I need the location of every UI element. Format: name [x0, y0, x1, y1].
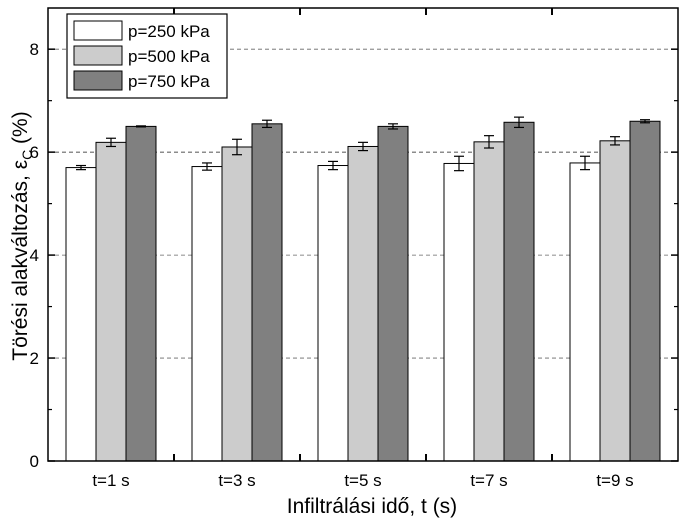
- bar-p250: [443, 162, 475, 462]
- y-tick-label: 2: [30, 349, 39, 368]
- bar-p250: [317, 165, 349, 462]
- y-tick-label: 8: [30, 40, 39, 59]
- bars: [65, 120, 661, 462]
- x-tick-label: t=9 s: [596, 471, 633, 490]
- legend-item: p=250 kPa: [73, 20, 210, 41]
- bar-p250: [65, 167, 97, 462]
- bar-p250: [191, 166, 223, 462]
- bar-p500: [347, 145, 379, 462]
- x-tick-label: t=7 s: [470, 471, 507, 490]
- bar-p500: [473, 141, 505, 462]
- legend-item: p=500 kPa: [73, 45, 210, 66]
- bar-p500: [599, 140, 631, 462]
- x-tick-label: t=3 s: [218, 471, 255, 490]
- y-tick-label: 4: [30, 246, 39, 265]
- y-axis-title-main: Törési alakváltozás, ε: [9, 160, 32, 361]
- legend-item: p=750 kPa: [73, 70, 210, 91]
- bar-p500: [95, 141, 127, 462]
- x-tick-label: t=1 s: [92, 471, 129, 490]
- bar-p750: [503, 121, 535, 462]
- y-axis-title: Törési alakváltozás, εC (%): [9, 111, 35, 360]
- bar-p250: [569, 162, 601, 462]
- legend: p=250 kPa p=500 kPa p=750 kPa: [66, 13, 228, 99]
- legend-label-p750: p=750 kPa: [128, 72, 210, 91]
- legend-swatch-p500: [73, 45, 123, 66]
- bar-p750: [125, 125, 157, 462]
- bar-p500: [221, 146, 253, 462]
- y-axis-title-subscript: C: [19, 150, 35, 160]
- y-tick-label: 0: [30, 452, 39, 471]
- y-axis-title-unit: (%): [9, 111, 32, 150]
- x-tick-label: t=5 s: [344, 471, 381, 490]
- y-tick-label: 6: [30, 143, 39, 162]
- bar-p750: [629, 120, 661, 462]
- bar-p750: [251, 123, 283, 462]
- bar-p750: [377, 125, 409, 462]
- legend-swatch-p750: [73, 70, 123, 91]
- plot-frame: [47, 7, 679, 462]
- legend-label-p250: p=250 kPa: [128, 22, 210, 41]
- error-bars: [76, 116, 650, 172]
- legend-swatch-p250: [73, 20, 123, 41]
- legend-label-p500: p=500 kPa: [128, 47, 210, 66]
- x-axis-title: Infiltrálási idő, t (s): [287, 495, 457, 518]
- axes: 0 2 4 6 8 t=1 s t=3 s t=5 s t=7 s t=9 s: [30, 8, 678, 490]
